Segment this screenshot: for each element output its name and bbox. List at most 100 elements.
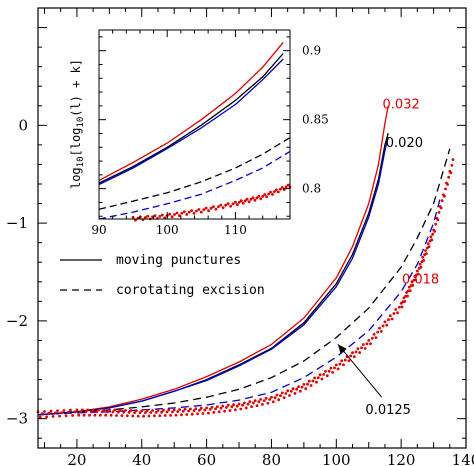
series-5-point [376, 330, 380, 334]
series-5-point [270, 395, 273, 399]
series-5-point [398, 305, 401, 309]
series-5-point [60, 411, 64, 414]
series-5-point [261, 403, 264, 406]
inset-series-5-point [267, 192, 270, 196]
series-5-point [338, 362, 342, 366]
series-5-point [311, 379, 315, 383]
series-5-point [439, 206, 443, 210]
series-5-point [151, 409, 155, 412]
series-5-point [411, 284, 415, 287]
series-5-point [262, 399, 266, 402]
series-5-point [80, 408, 84, 412]
series-5-point [419, 265, 423, 269]
x-tick-label: 20 [67, 451, 86, 466]
series-5-point [424, 249, 427, 252]
series-5-point [331, 371, 335, 374]
series-5-point [120, 414, 124, 417]
series-5-point [342, 363, 345, 367]
series-5-point [289, 389, 293, 393]
series-5-point [356, 347, 360, 350]
legend-moving-punctures: moving punctures [116, 253, 241, 268]
inset-series-5-point [251, 196, 255, 200]
series-5-point [158, 414, 162, 418]
legend: moving punctures corotating excision [60, 253, 265, 298]
inset-series-5-point [219, 203, 223, 207]
inset-series-5-point [158, 214, 162, 218]
series-5-point [298, 389, 302, 393]
series-5-point [304, 387, 308, 391]
series-5-point [387, 318, 390, 322]
series-5-point [89, 410, 93, 414]
inset-series-5-point [243, 199, 247, 203]
series-5-point [43, 410, 46, 413]
inset-series-group [98, 41, 292, 222]
series-5-point [133, 411, 137, 414]
series-5-point [447, 175, 451, 179]
series-5-point [363, 347, 367, 350]
inset-y-tick-label: 0.85 [302, 113, 329, 127]
series-5-point [340, 359, 344, 363]
series-5-point [318, 373, 322, 377]
main-series-group [36, 105, 455, 419]
series-5-point [421, 255, 425, 259]
series-5-point [149, 411, 153, 414]
series-5-point [144, 411, 147, 415]
inset-series-5-point [263, 193, 267, 196]
inset-series-4-line [98, 150, 291, 220]
series-5-point [214, 407, 218, 411]
series-5-point [390, 317, 394, 321]
series-5-point [403, 300, 407, 303]
inset-series-5-point [197, 208, 201, 211]
series-5-point [315, 380, 318, 384]
inset-series-5-point [239, 199, 243, 203]
series-5-point [246, 402, 250, 406]
series-5-point [225, 406, 228, 409]
series-5-point [62, 409, 66, 412]
series-5-point [277, 398, 281, 402]
series-5-point [82, 413, 86, 417]
series-5-point [198, 408, 201, 412]
inset-series-5-point [234, 200, 237, 204]
series-5-point [104, 413, 108, 417]
inset-series-5-point [286, 183, 290, 187]
series-5-point [367, 339, 371, 342]
series-5-point [414, 278, 417, 282]
series-5-point [49, 409, 53, 413]
series-5-point [38, 415, 42, 419]
inset-x-tick-label: 100 [156, 223, 179, 237]
series-5-point [125, 414, 129, 418]
annotation-label: 0.0125 [365, 403, 411, 418]
series-5-point [66, 410, 70, 414]
inset-series-5-point [229, 204, 233, 208]
series-5-point [163, 414, 167, 417]
main-plot: 20 40 60 80 100 120 140 0 −1 −2 −3 [6, 7, 474, 466]
series-5-point [325, 374, 329, 378]
series-5-point [392, 312, 396, 315]
series-5-point [407, 285, 411, 289]
series-5-point [69, 408, 72, 412]
inset-series-5-point [278, 187, 282, 191]
series-5-point [190, 412, 194, 416]
series-5-point [216, 405, 219, 408]
series-5-point [205, 406, 209, 410]
legend-corotating-excision: corotating excision [116, 283, 265, 298]
inset-series-5-point [249, 197, 253, 201]
inset-series-5-point [212, 205, 215, 209]
series-5-point [416, 272, 420, 276]
series-5-point [372, 332, 376, 336]
series-5-point [165, 410, 169, 414]
series-5-point [181, 409, 185, 413]
series-5-point [232, 403, 236, 407]
series-5-point [185, 413, 189, 416]
series-5-point [378, 326, 381, 330]
series-5-point [53, 411, 57, 415]
series-5-point [405, 291, 408, 294]
series-5-point [418, 262, 422, 266]
x-tick-label: 60 [197, 451, 216, 466]
series-5-point [286, 389, 290, 393]
y-tick-label: 0 [18, 116, 28, 134]
series-5-point [102, 408, 106, 412]
series-5-point [306, 382, 309, 386]
series-5-point [280, 391, 284, 395]
